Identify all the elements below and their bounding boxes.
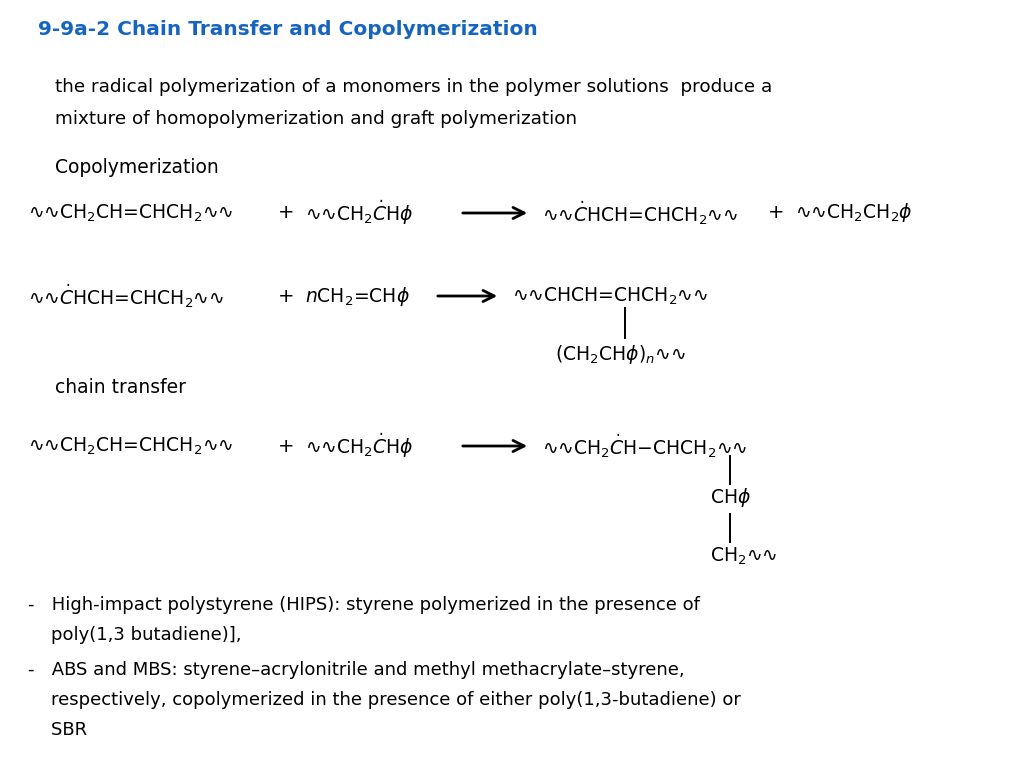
Text: +: + bbox=[768, 204, 784, 223]
Text: ∿∿CH$_2\dot{C}$H$\phi$: ∿∿CH$_2\dot{C}$H$\phi$ bbox=[305, 432, 414, 460]
Text: ∿∿CH$_2$CH$_2\phi$: ∿∿CH$_2$CH$_2\phi$ bbox=[795, 201, 912, 224]
Text: chain transfer: chain transfer bbox=[55, 378, 186, 397]
Text: mixture of homopolymerization and graft polymerization: mixture of homopolymerization and graft … bbox=[55, 110, 578, 128]
Text: the radical polymerization of a monomers in the polymer solutions  produce a: the radical polymerization of a monomers… bbox=[55, 78, 772, 96]
Text: ∿∿CH$_2$CH=CHCH$_2$∿∿: ∿∿CH$_2$CH=CHCH$_2$∿∿ bbox=[28, 202, 233, 223]
Text: ∿∿$\dot{C}$HCH=CHCH$_2$∿∿: ∿∿$\dot{C}$HCH=CHCH$_2$∿∿ bbox=[542, 199, 738, 227]
Text: -   High-impact polystyrene (HIPS): styrene polymerized in the presence of: - High-impact polystyrene (HIPS): styren… bbox=[28, 596, 699, 614]
Text: ∿∿CH$_2$CH=CHCH$_2$∿∿: ∿∿CH$_2$CH=CHCH$_2$∿∿ bbox=[28, 435, 233, 457]
Text: +: + bbox=[278, 204, 295, 223]
Text: Copolymerization: Copolymerization bbox=[55, 158, 219, 177]
Text: 9-9a-2 Chain Transfer and Copolymerization: 9-9a-2 Chain Transfer and Copolymerizati… bbox=[38, 20, 538, 39]
Text: poly(1,3 butadiene)],: poly(1,3 butadiene)], bbox=[28, 626, 242, 644]
Text: SBR: SBR bbox=[28, 721, 87, 739]
Text: ∿∿CH$_2\dot{C}$H$-$CHCH$_2$∿∿: ∿∿CH$_2\dot{C}$H$-$CHCH$_2$∿∿ bbox=[542, 432, 748, 460]
Text: ∿∿CH$_2\dot{C}$H$\phi$: ∿∿CH$_2\dot{C}$H$\phi$ bbox=[305, 199, 414, 227]
Text: ∿∿CHCH=CHCH$_2$∿∿: ∿∿CHCH=CHCH$_2$∿∿ bbox=[512, 286, 709, 306]
Text: +: + bbox=[278, 286, 295, 306]
Text: respectively, copolymerized in the presence of either poly(1,3-butadiene) or: respectively, copolymerized in the prese… bbox=[28, 691, 741, 709]
Text: CH$_2$∿∿: CH$_2$∿∿ bbox=[710, 545, 777, 567]
Text: $n$CH$_2$=CH$\phi$: $n$CH$_2$=CH$\phi$ bbox=[305, 284, 410, 307]
Text: +: + bbox=[278, 436, 295, 455]
Text: (CH$_2$CH$\phi)_n$∿∿: (CH$_2$CH$\phi)_n$∿∿ bbox=[555, 343, 686, 366]
Text: ∿∿$\dot{C}$HCH=CHCH$_2$∿∿: ∿∿$\dot{C}$HCH=CHCH$_2$∿∿ bbox=[28, 282, 224, 310]
Text: -   ABS and MBS: styrene–acrylonitrile and methyl methacrylate–styrene,: - ABS and MBS: styrene–acrylonitrile and… bbox=[28, 661, 685, 679]
Text: CH$\phi$: CH$\phi$ bbox=[710, 486, 751, 509]
